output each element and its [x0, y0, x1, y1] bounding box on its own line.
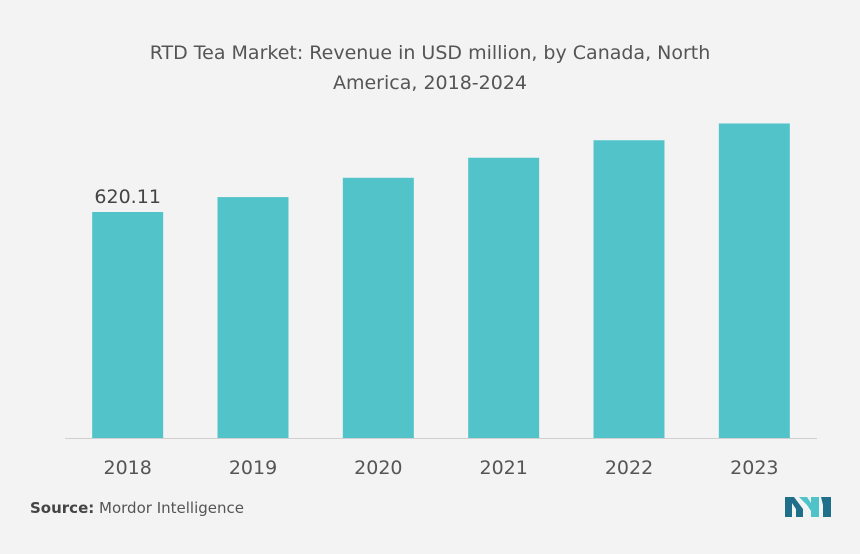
- bar-2019: [217, 197, 289, 438]
- bar-2018: [92, 212, 164, 438]
- x-tick-label-2023: 2023: [730, 457, 778, 479]
- bar-2023: [718, 123, 790, 439]
- x-tick-label-2018: 2018: [103, 457, 151, 479]
- bar-2022: [593, 140, 665, 438]
- x-tick-label-2022: 2022: [605, 457, 653, 479]
- bar-2021: [468, 157, 540, 438]
- source-text: Mordor Intelligence: [99, 499, 244, 517]
- x-tick-label-2020: 2020: [354, 457, 402, 479]
- source-label: Source:: [30, 499, 95, 517]
- bar-2020: [342, 177, 414, 438]
- source-note: Source: Mordor Intelligence: [30, 499, 244, 517]
- mordor-intelligence-logo-icon: [785, 497, 831, 517]
- x-tick-label-2021: 2021: [479, 457, 527, 479]
- data-label-2018: 620.11: [94, 186, 160, 208]
- x-tick-label-2019: 2019: [229, 457, 277, 479]
- chart-title: RTD Tea Market: Revenue in USD million, …: [149, 42, 711, 94]
